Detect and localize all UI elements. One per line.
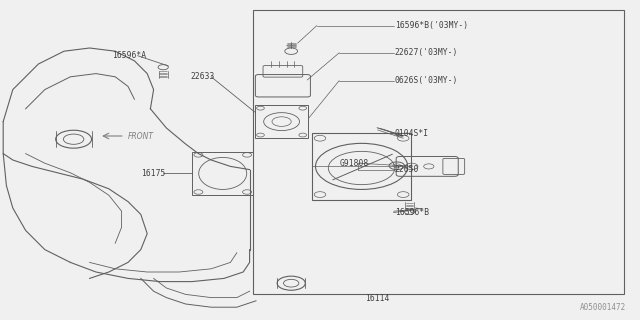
Bar — [312, 133, 411, 200]
Text: 16114: 16114 — [365, 294, 390, 303]
Bar — [192, 152, 253, 195]
Text: A050001472: A050001472 — [580, 303, 626, 312]
Text: 16596*A: 16596*A — [112, 51, 146, 60]
Bar — [253, 10, 624, 294]
Text: 0104S*I: 0104S*I — [395, 129, 429, 138]
Text: 0626S('03MY-): 0626S('03MY-) — [395, 76, 458, 85]
Text: 16596*B('03MY-): 16596*B('03MY-) — [395, 21, 468, 30]
Text: 22650: 22650 — [395, 165, 419, 174]
Text: FRONT: FRONT — [128, 132, 154, 140]
Text: 22627('03MY-): 22627('03MY-) — [395, 48, 458, 57]
Bar — [255, 105, 308, 138]
Text: 22633: 22633 — [191, 72, 215, 81]
Text: G91808: G91808 — [339, 159, 369, 168]
Text: 16175: 16175 — [141, 169, 165, 178]
Text: 16596*B: 16596*B — [395, 208, 429, 217]
